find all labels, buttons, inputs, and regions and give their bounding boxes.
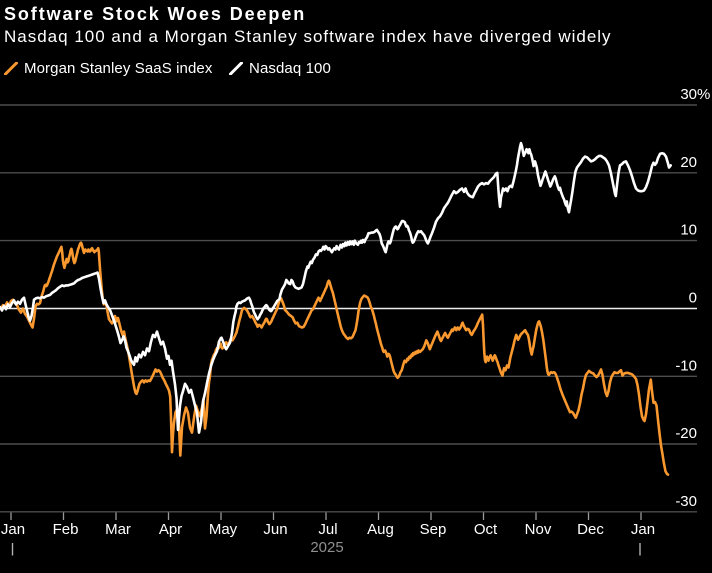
svg-text:Jan: Jan bbox=[1, 521, 25, 538]
svg-text:Jul: Jul bbox=[318, 521, 337, 538]
svg-text:0: 0 bbox=[689, 290, 697, 307]
svg-text:Sep: Sep bbox=[420, 521, 447, 538]
svg-text:20: 20 bbox=[680, 154, 697, 171]
svg-text:30: 30 bbox=[680, 86, 697, 103]
svg-text:Apr: Apr bbox=[159, 521, 182, 538]
svg-text:Jan: Jan bbox=[631, 521, 655, 538]
svg-text:-30: -30 bbox=[675, 493, 697, 510]
svg-text:10: 10 bbox=[680, 222, 697, 239]
svg-text:Aug: Aug bbox=[367, 521, 394, 538]
svg-text:-20: -20 bbox=[675, 425, 697, 442]
svg-text:-10: -10 bbox=[675, 357, 697, 374]
svg-text:Dec: Dec bbox=[577, 521, 604, 538]
svg-text:Feb: Feb bbox=[53, 521, 79, 538]
svg-text:Mar: Mar bbox=[105, 521, 131, 538]
svg-text:May: May bbox=[209, 521, 238, 538]
svg-text:2025: 2025 bbox=[310, 539, 343, 556]
svg-text:Jun: Jun bbox=[263, 521, 287, 538]
svg-text:%: % bbox=[697, 86, 710, 103]
svg-text:Oct: Oct bbox=[474, 521, 498, 538]
svg-text:Nov: Nov bbox=[525, 521, 552, 538]
